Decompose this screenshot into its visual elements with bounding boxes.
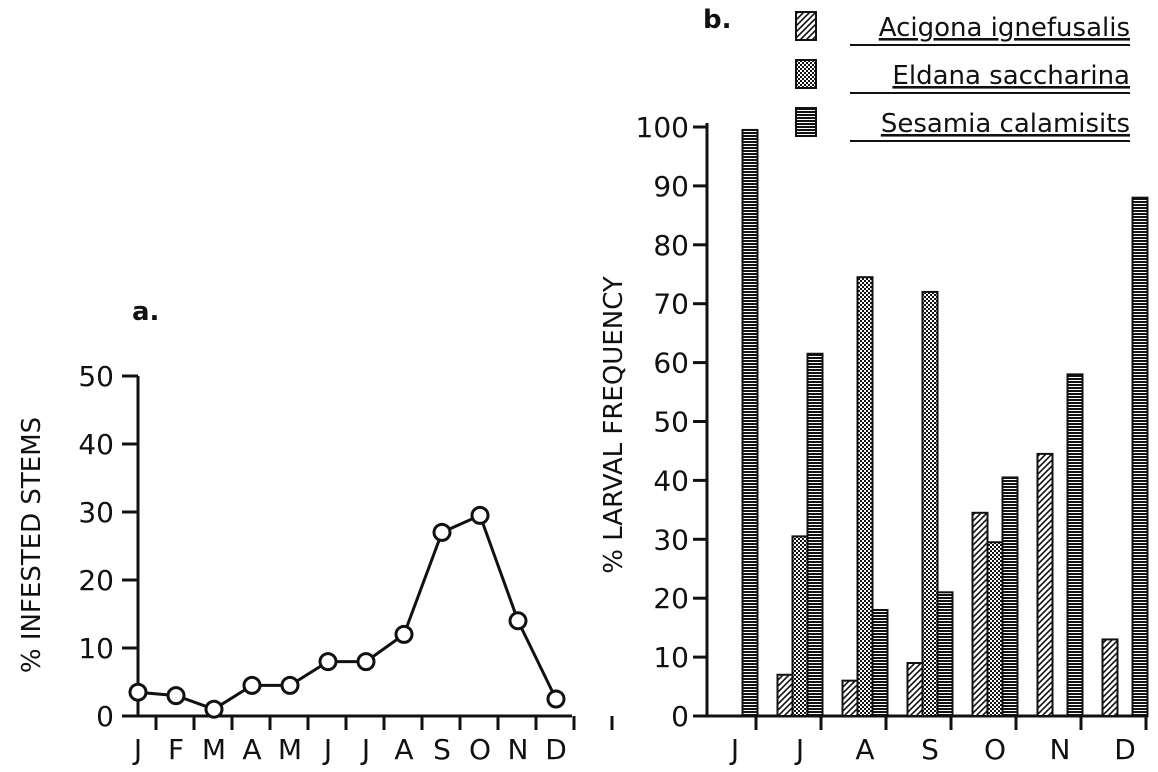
chart-b-bar	[1131, 196, 1149, 717]
legend-swatch-2	[795, 59, 817, 89]
chart-a-xtick-label: M	[202, 733, 226, 766]
chart-b-ytick-label: 30	[653, 523, 689, 556]
chart-a-xtick-label: J	[360, 733, 370, 766]
legend-swatch-3	[795, 107, 817, 137]
chart-b-bar	[856, 276, 874, 717]
chart-a-y-axis: 0 10 20 30 40 50	[78, 360, 140, 733]
chart-a-point	[470, 505, 490, 525]
legend-label-2: Eldana saccharina	[892, 61, 1130, 91]
chart-b-bar	[986, 541, 1004, 717]
chart-b-ytick-label: 60	[653, 347, 689, 380]
chart-b-xtick-label: J	[794, 733, 804, 766]
chart-b-ytick-label: 80	[653, 229, 689, 262]
chart-a-xtick-label: F	[168, 733, 184, 766]
chart-b-ytick-label: 0	[671, 700, 689, 733]
chart-a-ytick-label: 0	[96, 700, 114, 733]
legend-swatch-1	[795, 11, 817, 41]
chart-b-ytick-label: 70	[653, 288, 689, 321]
chart-b-bar	[1036, 452, 1054, 717]
chart-b-bar	[871, 608, 889, 717]
chart-a-xtick-label: A	[394, 733, 413, 766]
chart-b-bar	[1001, 476, 1019, 717]
chart-a-point	[242, 675, 262, 695]
legend-label-3: Sesamia calamisits	[881, 109, 1130, 139]
chart-a-xtick-label: J	[132, 733, 142, 766]
chart-a-plot	[128, 505, 566, 719]
chart-b-bar	[906, 661, 924, 717]
chart-a-point	[280, 675, 300, 695]
legend-label-1: Acigona ignefusalis	[879, 13, 1130, 43]
chart-a-point	[204, 699, 224, 719]
chart-b-bar	[776, 673, 794, 718]
chart-a-ylabel: % INFESTED STEMS	[17, 417, 47, 673]
chart-a-xtick-label: N	[508, 733, 529, 766]
chart-a-point	[546, 689, 566, 709]
chart-a-point	[394, 624, 414, 644]
chart-b-xtick-label: J	[729, 733, 739, 766]
chart-a-ytick-label: 10	[78, 632, 114, 665]
chart-a-point	[166, 686, 186, 706]
chart-b-bar	[936, 591, 954, 717]
chart-b-bar	[1066, 373, 1084, 717]
chart-a-xtick-label: J	[322, 733, 332, 766]
chart-b-bar	[971, 511, 989, 717]
chart-b-xtick-label: D	[1114, 733, 1136, 766]
chart-a-xtick-label: O	[469, 733, 491, 766]
chart-b-ytick-label: 10	[653, 641, 689, 674]
chart-a-series-line	[137, 513, 558, 711]
chart-b-ylabel: % LARVAL FREQUENCY	[599, 276, 629, 574]
chart-a-point	[432, 522, 452, 542]
chart-a-xtick-label: D	[545, 733, 567, 766]
chart-b-xtick-label: N	[1050, 733, 1071, 766]
chart-a-point	[356, 652, 376, 672]
chart-b-ytick-label: 90	[653, 170, 689, 203]
chart-a-ytick-label: 40	[78, 428, 114, 461]
chart-b-xtick-label: S	[921, 733, 939, 766]
chart-a-ytick-label: 50	[78, 360, 114, 393]
chart-a-point	[318, 652, 338, 672]
chart-a-point	[128, 682, 148, 702]
chart-a-ytick-label: 20	[78, 564, 114, 597]
chart-a-ytick-label: 30	[78, 496, 114, 529]
chart-b-bar	[791, 535, 809, 717]
panel-b-label: b.	[703, 5, 732, 35]
chart-b-ytick-label: 40	[653, 464, 689, 497]
chart-a-xtick-label: M	[278, 733, 302, 766]
chart-b-bar	[841, 679, 859, 717]
chart-b-xtick-label: O	[984, 733, 1006, 766]
chart-b-bar	[1101, 638, 1119, 717]
chart-b-ytick-label: 50	[653, 406, 689, 439]
chart-a-xtick-label: A	[242, 733, 261, 766]
panel-a-label: a.	[132, 297, 159, 327]
chart-b-ytick-label: 100	[636, 111, 689, 144]
chart-b-bars	[741, 128, 1149, 718]
chart-a-xtick-label: S	[433, 733, 451, 766]
chart-b: b. % LARVAL FREQUENCY Acigona ignefusali…	[599, 5, 1149, 766]
chart-b-bar	[921, 290, 939, 717]
chart-b-xtick-label: A	[855, 733, 874, 766]
chart-a-point	[508, 611, 528, 631]
chart-b-y-axis: 0 10 20 30 40 50 60 70 80 90 100	[636, 111, 709, 733]
chart-b-bar	[741, 128, 759, 717]
chart-b-ytick-label: 20	[653, 582, 689, 615]
chart-b-legend: Acigona ignefusalis Eldana saccharina Sesa…	[795, 11, 1130, 142]
chart-b-bar	[806, 352, 824, 717]
